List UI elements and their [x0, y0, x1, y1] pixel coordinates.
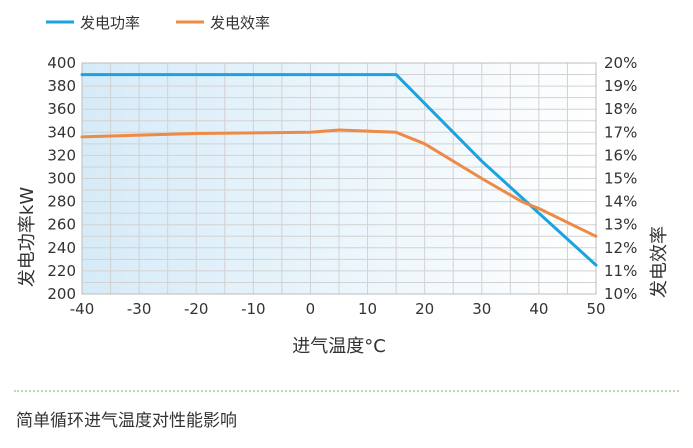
- line-chart: -40 -30 -20 -10 0 10 20 30 40 50 200 220 240 260 280 30…: [17, 14, 670, 357]
- y-right-tick-label: 13%: [604, 216, 637, 234]
- x-tick-label: -10: [241, 300, 266, 318]
- x-tick-label: 40: [529, 300, 548, 318]
- x-axis-title: 进气温度°C: [292, 336, 386, 357]
- y-left-tick-label: 260: [47, 216, 76, 234]
- x-tick-label: -40: [70, 300, 95, 318]
- y-right-tick-label: 16%: [604, 146, 637, 164]
- caption-divider: [14, 390, 679, 392]
- y-left-tick-label: 380: [47, 77, 76, 95]
- x-tick-label: 50: [586, 300, 605, 318]
- tick-labels: -40 -30 -20 -10 0 10 20 30 40 50 200 220 240 260 280 30…: [47, 54, 637, 318]
- y-left-tick-label: 400: [47, 54, 76, 72]
- grid: [81, 62, 597, 295]
- legend-label-power: 发电功率: [80, 14, 140, 32]
- y-left-tick-label: 240: [47, 239, 76, 257]
- y-right-tick-label: 14%: [604, 193, 637, 211]
- y-axis-right-title: 发电效率: [649, 226, 670, 298]
- y-left-tick-label: 360: [47, 100, 76, 118]
- y-left-tick-label: 320: [47, 146, 76, 164]
- legend: 发电功率 发电效率: [46, 14, 270, 32]
- y-left-tick-label: 220: [47, 262, 76, 280]
- legend-label-efficiency: 发电效率: [210, 14, 270, 32]
- y-left-tick-label: 300: [47, 170, 76, 188]
- x-tick-label: 30: [472, 300, 491, 318]
- series-layer: [80, 73, 598, 267]
- series-line-power: [80, 73, 598, 267]
- y-right-tick-label: 15%: [604, 170, 637, 188]
- figure-caption: 简单循环进气温度对性能影响: [16, 411, 237, 431]
- y-right-tick-label: 17%: [604, 123, 637, 141]
- y-left-tick-label: 280: [47, 193, 76, 211]
- x-tick-label: -20: [184, 300, 209, 318]
- y-left-tick-label: 200: [47, 285, 76, 303]
- y-right-tick-label: 20%: [604, 54, 637, 72]
- y-right-tick-label: 11%: [604, 262, 637, 280]
- y-axis-left-title: 发电功率kW: [17, 187, 38, 287]
- y-left-tick-label: 340: [47, 123, 76, 141]
- y-right-tick-label: 10%: [604, 285, 637, 303]
- series-line-efficiency: [80, 128, 598, 238]
- x-tick-label: 10: [358, 300, 377, 318]
- y-right-tick-label: 18%: [604, 100, 637, 118]
- x-tick-label: -30: [127, 300, 152, 318]
- x-tick-label: 20: [415, 300, 434, 318]
- y-right-tick-label: 19%: [604, 77, 637, 95]
- plot-frame: [81, 62, 597, 295]
- y-right-tick-label: 12%: [604, 239, 637, 257]
- x-tick-label: 0: [306, 300, 316, 318]
